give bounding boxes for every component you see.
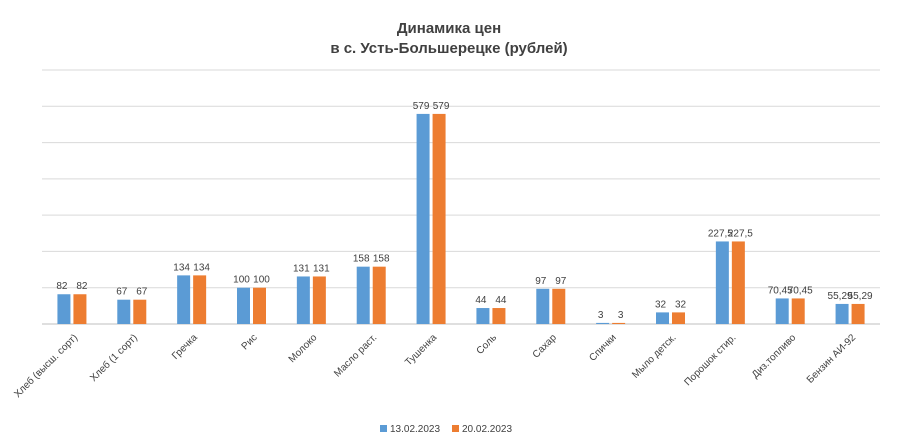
data-label: 97 [535, 276, 547, 287]
data-label: 67 [116, 287, 128, 298]
legend-label-series-2: 20.02.2023 [462, 424, 512, 435]
data-label: 82 [76, 281, 88, 292]
data-label: 131 [313, 263, 330, 274]
bar-series-1 [356, 266, 370, 324]
legend: 13.02.2023 20.02.2023 [380, 424, 512, 435]
data-label: 97 [555, 276, 567, 287]
bar-series-2 [492, 308, 506, 324]
category-label: Масло раст. [332, 332, 379, 379]
bar-series-1 [656, 312, 669, 324]
data-label: 158 [353, 254, 370, 265]
bar-series-1 [57, 294, 71, 324]
bar-series-1 [775, 298, 789, 324]
data-label: 227,5 [708, 228, 733, 239]
bar-series-1 [536, 288, 550, 324]
bar-series-1 [715, 241, 729, 324]
bar-series-1 [117, 299, 131, 324]
data-label: 227,5 [728, 228, 753, 239]
bar-series-2 [552, 288, 566, 324]
bar-series-2 [432, 113, 446, 324]
bar-series-1 [177, 275, 191, 324]
data-label: 67 [136, 287, 148, 298]
category-label: Диз.топливо [750, 332, 799, 381]
category-label: Тушенка [403, 332, 439, 368]
category-label: Спички [587, 332, 618, 363]
bar-series-1 [296, 276, 310, 324]
legend-label-series-1: 13.02.2023 [390, 424, 440, 435]
data-labels: 82 82 67 67 134 134 100 100 131 131 158 158 579 579 44… [56, 101, 873, 321]
bar-series-2 [73, 294, 87, 324]
legend-swatch-series-1 [380, 425, 387, 432]
data-label: 70,45 [768, 285, 793, 296]
bar-series-2 [791, 298, 805, 324]
category-label: Мыло детск. [630, 332, 678, 380]
data-label: 158 [373, 254, 390, 265]
category-label: Порошок стир. [683, 332, 739, 388]
data-label: 82 [56, 281, 68, 292]
data-label: 70,45 [788, 285, 813, 296]
data-label: 100 [253, 275, 270, 286]
bar-series-2 [312, 276, 326, 324]
bar-series-1 [835, 303, 849, 324]
bar-series-1 [237, 287, 250, 324]
data-label: 44 [495, 295, 507, 306]
bar-series-2 [372, 266, 386, 324]
bar-series-2 [253, 287, 266, 324]
bar-series-2 [672, 312, 685, 324]
data-label: 131 [293, 263, 310, 274]
data-label: 32 [675, 299, 687, 310]
bars [57, 113, 865, 324]
bar-series-1 [596, 322, 610, 324]
data-label: 579 [413, 101, 430, 112]
data-label: 3 [598, 310, 604, 321]
category-label: Хлеб (1 сорт) [88, 332, 140, 384]
chart-title: Динамика цен [397, 20, 501, 37]
gridlines [42, 69, 880, 325]
bar-series-1 [416, 113, 430, 324]
category-label: Гречка [170, 332, 200, 362]
data-label: 100 [233, 275, 250, 286]
data-label: 134 [193, 262, 210, 273]
category-label: Бензин АИ-92 [805, 332, 859, 386]
bar-series-1 [476, 308, 490, 324]
category-label: Молоко [287, 332, 320, 365]
bar-series-2 [731, 241, 745, 324]
category-labels: Хлеб (высш. сорт) Хлеб (1 сорт) Гречка Рис М… [12, 332, 859, 400]
category-label: Сахар [531, 332, 560, 361]
data-label: 55,29 [828, 291, 853, 302]
category-label: Хлеб (высш. сорт) [12, 332, 80, 400]
bar-series-2 [133, 299, 147, 324]
chart-subtitle: в с. Усть-Большерецке (рублей) [330, 40, 567, 57]
data-label: 579 [433, 101, 450, 112]
data-label: 55,29 [848, 291, 873, 302]
data-label: 44 [475, 295, 487, 306]
data-label: 134 [173, 262, 190, 273]
bar-series-2 [612, 322, 626, 324]
data-label: 3 [618, 310, 624, 321]
legend-swatch-series-2 [452, 425, 459, 432]
category-label: Рис [240, 332, 260, 352]
data-label: 32 [655, 299, 667, 310]
bar-series-2 [851, 303, 865, 324]
category-label: Соль [475, 332, 499, 356]
bar-series-2 [193, 275, 207, 324]
